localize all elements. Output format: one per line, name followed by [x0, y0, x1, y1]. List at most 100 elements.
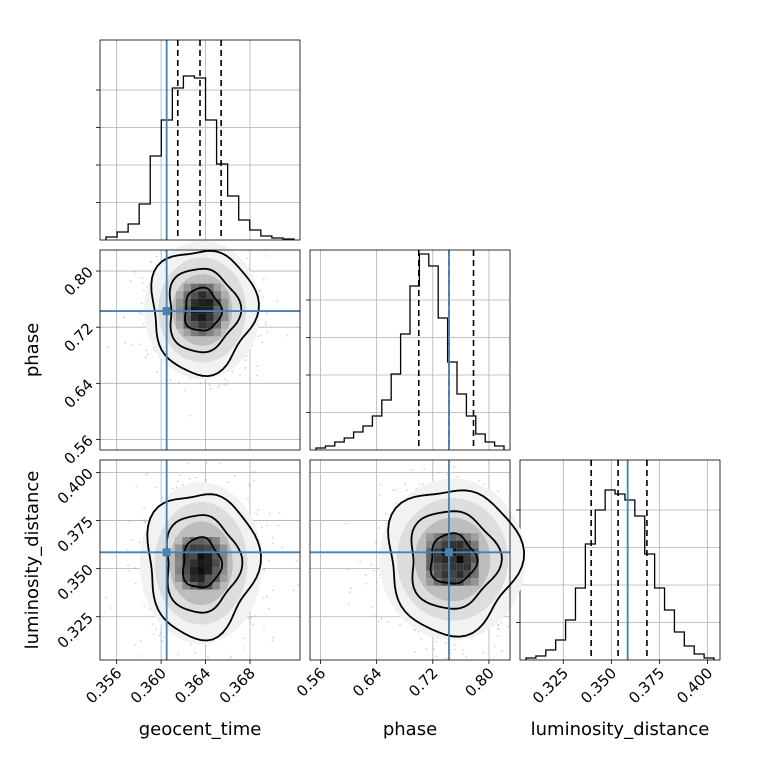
sample-point — [281, 546, 283, 549]
density-cell — [219, 544, 228, 552]
density-cell — [204, 544, 213, 552]
sample-point — [139, 343, 142, 346]
sample-point — [187, 462, 190, 465]
sample-point — [161, 640, 164, 643]
x-tick-luminosity-distance: 0.325 — [529, 664, 572, 707]
density-cell — [456, 570, 464, 579]
density-cell — [174, 552, 183, 560]
density-cell — [221, 291, 229, 299]
density-cell — [448, 563, 457, 571]
density-cell — [183, 313, 191, 322]
y-tick-luminosity-distance: 0.325 — [54, 609, 97, 652]
density-cell — [197, 552, 205, 560]
sample-point — [154, 486, 157, 489]
sample-point — [483, 483, 486, 485]
sample-point — [435, 640, 438, 643]
sample-point — [348, 603, 350, 606]
density-cell — [198, 298, 206, 307]
density-cell — [426, 555, 434, 564]
density-geocent-time-vs-phase — [107, 240, 289, 417]
density-cell — [204, 574, 213, 582]
density-cell — [182, 552, 190, 560]
sample-point — [456, 475, 459, 478]
contour-line — [181, 536, 223, 589]
density-cell — [426, 578, 434, 586]
density-geocent-time-vs-luminosity-distance — [105, 461, 299, 659]
sample-point — [182, 484, 185, 487]
density-cell — [463, 578, 472, 586]
sample-point — [184, 389, 187, 392]
density-cell — [448, 555, 457, 564]
density-cell — [212, 552, 220, 560]
sample-point — [188, 478, 191, 480]
sample-point — [350, 587, 352, 590]
sample-point — [172, 487, 175, 490]
panel-frame — [519, 459, 721, 661]
sample-point — [128, 520, 131, 523]
sample-point — [445, 657, 448, 660]
sample-point — [244, 366, 247, 369]
sample-point — [158, 634, 160, 637]
sample-point — [134, 643, 137, 646]
sample-point — [265, 255, 268, 257]
sample-point — [267, 607, 270, 610]
sample-point — [207, 656, 209, 659]
density-cell — [471, 540, 479, 549]
sample-point — [248, 483, 251, 486]
density-cell — [471, 570, 479, 579]
sample-point — [247, 498, 249, 501]
density-cell — [212, 559, 220, 567]
density-cell — [176, 321, 184, 329]
density-cell — [189, 537, 198, 545]
y-tick-phase: 0.80 — [60, 263, 96, 299]
density-cell — [176, 291, 184, 299]
density-cell — [433, 578, 442, 586]
sample-point — [252, 623, 255, 626]
sample-point — [435, 655, 437, 658]
sample-point — [169, 379, 172, 381]
density-cell — [191, 306, 199, 314]
sample-point — [268, 512, 271, 515]
sample-point — [496, 635, 499, 638]
sample-point — [146, 353, 149, 356]
sample-point — [143, 605, 146, 608]
sample-point — [370, 564, 372, 566]
x-tick-phase: 0.64 — [349, 664, 385, 700]
sample-point — [384, 522, 387, 524]
sample-point — [134, 582, 137, 585]
sample-point — [139, 541, 141, 544]
histogram-geocent-time — [105, 75, 295, 240]
sample-point — [375, 615, 377, 617]
density-cell — [213, 306, 221, 314]
density-cell — [198, 313, 206, 322]
density-cell — [174, 567, 183, 575]
sample-point — [258, 289, 261, 291]
sample-point — [392, 489, 394, 491]
sample-point — [105, 596, 108, 599]
density-cell — [191, 328, 199, 337]
sample-point — [387, 620, 390, 623]
density-cell — [212, 544, 220, 552]
sample-point — [209, 387, 212, 390]
density-cell — [426, 570, 434, 579]
density-cell — [213, 328, 221, 337]
sample-point — [295, 559, 298, 562]
sample-point — [199, 381, 202, 384]
sample-point — [189, 644, 192, 646]
sample-point — [425, 648, 428, 650]
sample-point — [454, 648, 456, 651]
density-cell — [183, 306, 191, 314]
sample-point — [377, 527, 380, 529]
sample-point — [263, 569, 265, 572]
sample-point — [127, 564, 129, 567]
sample-point — [155, 629, 157, 631]
sample-point — [206, 461, 208, 464]
sample-point — [151, 623, 154, 625]
sample-point — [177, 653, 179, 656]
density-cell — [197, 582, 205, 590]
density-cell — [191, 298, 199, 307]
sample-point — [410, 469, 413, 471]
y-axis-label-luminosity-distance: luminosity_distance — [22, 471, 43, 650]
sample-point — [141, 302, 143, 305]
density-cell — [463, 570, 472, 579]
